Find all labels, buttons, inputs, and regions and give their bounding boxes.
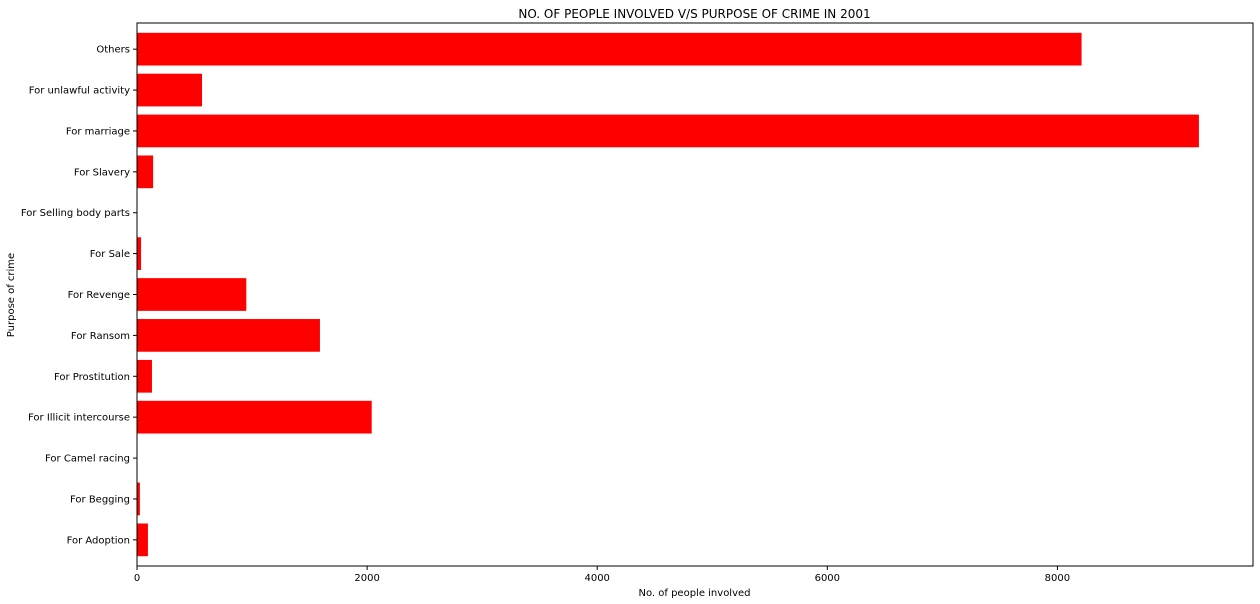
y-tick-label: For Prostitution bbox=[54, 372, 130, 383]
bar-others bbox=[137, 32, 1082, 66]
bar-for-ransom bbox=[137, 319, 320, 352]
x-ticks-group: 0 2000 4000 6000 8000 bbox=[134, 566, 1070, 584]
bar-for-slavery bbox=[137, 155, 154, 189]
bar-for-revenge bbox=[137, 278, 247, 311]
y-tick-label: For Selling body parts bbox=[21, 208, 130, 219]
y-tick-label: For marriage bbox=[66, 126, 130, 137]
bar-for-unlawful-activity bbox=[137, 73, 203, 107]
y-ticks-group: For Adoption For Begging For Camel racing F… bbox=[21, 45, 137, 546]
y-tick-label: For Sale bbox=[90, 249, 130, 260]
y-tick-label: For Begging bbox=[70, 494, 130, 505]
bar-for-prostitution bbox=[137, 359, 152, 393]
bars-group bbox=[137, 32, 1199, 557]
chart-title: NO. OF PEOPLE INVOLVED V/S PURPOSE OF CR… bbox=[518, 7, 870, 21]
bar-for-begging bbox=[137, 482, 140, 516]
x-axis-label: No. of people involved bbox=[638, 588, 750, 599]
y-tick-label: For Adoption bbox=[67, 535, 130, 546]
y-axis-label: Purpose of crime bbox=[6, 253, 17, 337]
y-tick-label: For Illicit intercourse bbox=[28, 413, 130, 424]
y-tick-label: For Ransom bbox=[71, 331, 130, 342]
x-tick-label: 8000 bbox=[1045, 573, 1070, 584]
x-tick-label: 2000 bbox=[354, 573, 379, 584]
bar-for-illicit-intercourse bbox=[137, 400, 372, 434]
x-tick-label: 6000 bbox=[815, 573, 840, 584]
x-tick-label: 4000 bbox=[584, 573, 609, 584]
plot-frame bbox=[136, 22, 1254, 567]
y-tick-label: For Camel racing bbox=[45, 454, 130, 465]
bar-for-adoption bbox=[137, 523, 148, 557]
bar-for-marriage bbox=[137, 114, 1199, 148]
x-tick-label: 0 bbox=[134, 573, 140, 584]
y-tick-label: For Revenge bbox=[68, 290, 130, 301]
y-tick-label: Others bbox=[96, 45, 130, 56]
y-tick-label: For unlawful activity bbox=[29, 86, 130, 97]
bar-for-sale bbox=[137, 237, 142, 270]
y-tick-label: For Slavery bbox=[74, 167, 130, 178]
